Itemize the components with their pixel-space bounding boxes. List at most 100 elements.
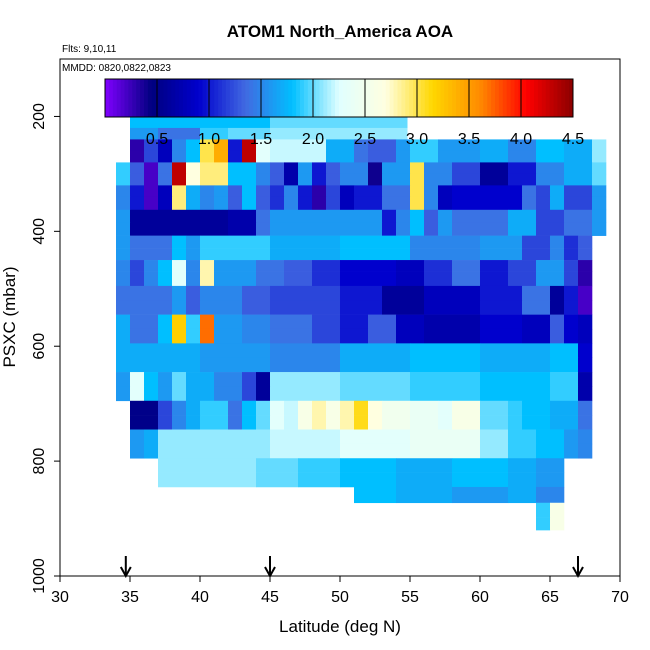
colorbar-swatch [105,79,110,117]
heatmap-cell [480,357,551,373]
heatmap-cell [550,386,579,402]
colorbar-swatch [432,79,437,117]
colorbar-swatch [557,79,562,117]
colorbar-swatch [140,79,145,117]
heatmap-cell [256,173,271,186]
heatmap-cell [312,271,341,287]
heatmap-cell [508,209,537,224]
heatmap-cell [340,472,397,488]
heatmap-cell [578,235,593,249]
dates-note: MMDD: 0820,0822,0823 [62,63,171,74]
heatmap-cell [228,162,257,175]
heatmap-cell [130,400,159,416]
heatmap-cell [368,139,397,152]
heatmap-cell [214,196,229,211]
colorbar-swatch [222,79,227,117]
heatmap-cell [564,150,593,163]
heatmap-cell [564,314,579,330]
heatmap-cell [438,139,481,152]
heatmap-cell [116,222,131,236]
heatmap-cell [270,400,285,416]
heatmap-cell [424,314,481,330]
x-axis-label: Latitude (deg N) [279,617,401,636]
heatmap-cell [480,386,551,402]
heatmap-cell [592,209,607,224]
heatmap-cell [312,314,341,330]
heatmap-cell [396,260,425,272]
heatmap-cell [424,173,453,186]
heatmap-cell [186,173,201,186]
heatmap-cell [284,162,299,175]
heatmap-cell [256,222,271,236]
colorbar-swatch [296,79,301,117]
heatmap-cell [536,458,565,473]
colorbar-swatch [339,79,344,117]
heatmap-cell [354,139,369,152]
heatmap-cell [340,271,397,287]
heatmap-cell [592,222,607,236]
heatmap-cell [312,173,327,186]
heatmap-cell [536,429,565,445]
heatmap-cell [326,150,355,163]
heatmap-cell [550,248,565,261]
heatmap-cell [214,150,229,163]
heatmap-cell [242,314,271,330]
heatmap-cell [172,415,187,430]
y-tick-label: 800 [31,448,48,475]
heatmap-cell [564,260,579,272]
heatmap-cell [452,400,481,416]
heatmap-cell [480,429,509,445]
heatmap-cell [410,173,425,186]
colorbar-swatch [175,79,180,117]
heatmap-cell [214,314,243,330]
heatmap-cell [578,314,593,330]
colorbar-tick-label: 2.5 [354,131,376,148]
heatmap-cell [536,502,551,518]
heatmap-cell [522,235,551,249]
heatmap-cell [550,343,579,359]
heatmap-cell [396,139,411,152]
heatmap-cell [116,357,201,373]
heatmap-cell [438,415,453,430]
heatmap-cell [158,271,173,287]
heatmap-cell [158,173,173,186]
heatmap-cell [340,372,411,387]
heatmap-cell [200,139,215,152]
heatmap-cell [116,235,131,249]
heatmap-cell [368,400,383,416]
colorbar-swatch [335,79,340,117]
heatmap-cell [452,415,481,430]
heatmap-cell [522,196,537,211]
colorbar-swatch [456,79,461,117]
heatmap-cell [270,429,341,445]
colorbar-swatch [526,79,531,117]
colorbar-swatch [358,79,363,117]
heatmap-cell [270,248,341,261]
heatmap-cell [158,314,173,330]
heatmap-cell [424,162,453,175]
heatmap-cell [508,173,537,186]
heatmap-cell [186,400,201,416]
heatmap-cell [158,386,173,402]
colorbar-tick-label: 1.5 [250,131,272,148]
heatmap-cell [256,196,271,211]
heatmap-cell [410,235,481,249]
flights-note: Flts: 9,10,11 [62,44,117,55]
heatmap-cell [480,300,523,315]
colorbar-swatch [261,79,266,117]
heatmap-cell [340,328,369,344]
colorbar-swatch [452,79,457,117]
heatmap-cell [550,502,565,518]
heatmap-cell [172,271,187,287]
heatmap-cell [270,443,341,459]
heatmap-cell [564,300,579,315]
heatmap-cell [592,173,607,186]
colorbar-swatch [120,79,125,117]
heatmap-cell [396,328,425,344]
colorbar-tick-label: 1.0 [198,131,220,148]
heatmap-cell [270,343,341,359]
heatmap-cell [410,248,481,261]
heatmap-cell [144,185,159,198]
heatmap-cell [298,472,341,488]
colorbar-tick-label: 3.0 [406,131,428,148]
